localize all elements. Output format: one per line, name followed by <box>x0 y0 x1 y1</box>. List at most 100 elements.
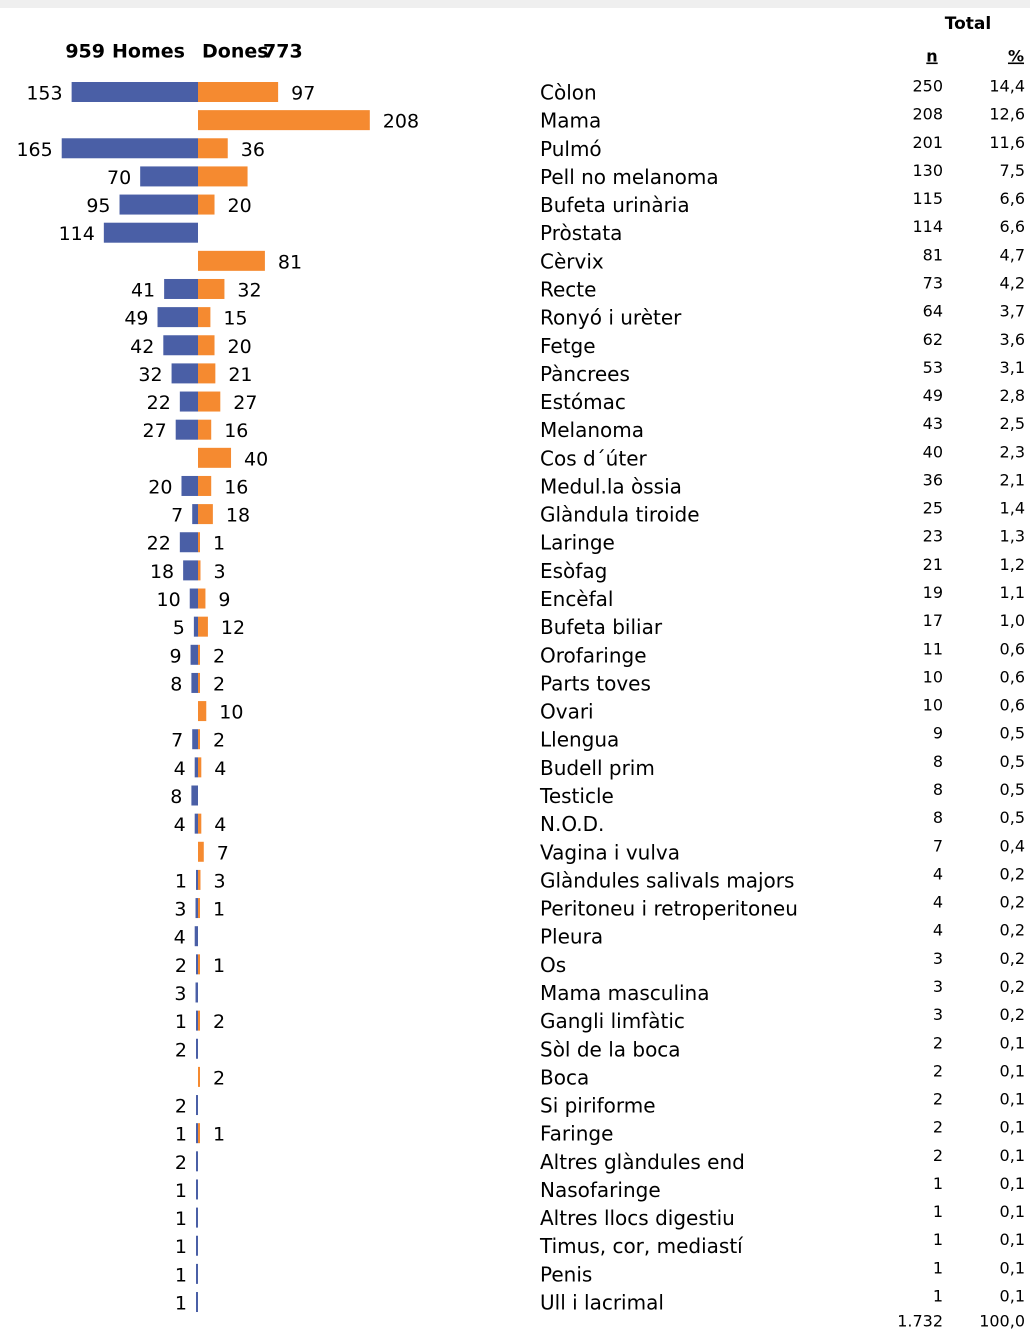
category-label: Melanoma <box>540 418 644 442</box>
value-label: 27 <box>233 392 257 414</box>
value-label: 1 <box>175 1208 187 1230</box>
table-n: 1 <box>933 1202 943 1221</box>
women-bar <box>198 532 200 553</box>
table-pct: 0,5 <box>1000 808 1025 827</box>
women-bar <box>198 869 201 890</box>
category-label: Faringe <box>540 1122 613 1146</box>
table-pct: 0,1 <box>1000 1258 1025 1277</box>
men-bar <box>179 532 198 553</box>
value-label: 4 <box>174 927 186 949</box>
value-label: 1 <box>175 1264 187 1286</box>
table-n: 40 <box>923 442 943 461</box>
table-n: 1 <box>933 1258 943 1277</box>
table-pct: 0,5 <box>1000 780 1025 799</box>
men-bar <box>196 1095 198 1116</box>
category-label: Nasofaringe <box>540 1178 661 1202</box>
table-pct: 3,6 <box>1000 330 1025 349</box>
value-label: 3 <box>213 870 225 892</box>
category-label: Recte <box>540 277 596 301</box>
women-bar <box>198 110 370 131</box>
table-pct: 0,1 <box>1000 1202 1025 1221</box>
table-pct: 2,3 <box>1000 442 1025 461</box>
value-label: 165 <box>16 139 52 161</box>
table-pct: 3,1 <box>1000 358 1025 377</box>
men-bar <box>183 560 198 581</box>
women-bar <box>198 616 208 637</box>
value-label: 21 <box>228 364 252 386</box>
men-bar <box>196 1179 198 1200</box>
table-pct: 1,4 <box>1000 499 1025 518</box>
women-total: 773 <box>263 41 303 63</box>
table-n: 1 <box>933 1230 943 1249</box>
value-label: 20 <box>228 336 252 358</box>
table-pct: 0,1 <box>1000 1033 1025 1052</box>
table-pct: 6,6 <box>1000 217 1025 236</box>
table-pct: 0,1 <box>1000 1118 1025 1137</box>
table-pct: 0,1 <box>1000 1174 1025 1193</box>
table-total-n: 1.732 <box>897 1312 943 1331</box>
value-label: 27 <box>143 420 167 442</box>
men-bar <box>196 869 198 890</box>
table-pct: 0,1 <box>1000 1146 1025 1165</box>
value-label: 97 <box>291 83 315 105</box>
table-n: 21 <box>923 555 943 574</box>
men-bar <box>196 1263 198 1284</box>
men-bar <box>196 1235 198 1256</box>
men-bar <box>194 813 198 834</box>
women-bar <box>198 363 216 384</box>
table-n: 23 <box>923 527 943 546</box>
table-n: 4 <box>933 921 943 940</box>
value-label: 9 <box>169 645 181 667</box>
table-pct: 0,2 <box>1000 864 1025 883</box>
women-bar <box>198 307 211 328</box>
value-label: 16 <box>224 420 248 442</box>
table-pct: 2,5 <box>1000 414 1025 433</box>
value-label: 4 <box>214 814 226 836</box>
men-bar <box>189 588 198 609</box>
table-pct: 1,2 <box>1000 555 1025 574</box>
value-label: 2 <box>213 1067 225 1089</box>
category-label: Ronyó i urèter <box>540 306 682 330</box>
men-bar <box>196 1292 198 1313</box>
category-label: N.O.D. <box>540 812 604 836</box>
category-label: Si piriforme <box>540 1094 656 1118</box>
table-pct: 0,2 <box>1000 893 1025 912</box>
table-pct: 6,6 <box>1000 189 1025 208</box>
category-label: Penis <box>540 1262 592 1286</box>
women-bar <box>198 419 212 440</box>
value-label: 1 <box>175 1011 187 1033</box>
women-bar <box>198 1123 200 1144</box>
women-bar <box>198 250 265 271</box>
table-n: 10 <box>923 696 943 715</box>
value-label: 32 <box>237 279 261 301</box>
men-bar <box>191 672 198 693</box>
value-label: 10 <box>157 589 181 611</box>
value-label: 12 <box>221 617 245 639</box>
value-label: 2 <box>175 1096 187 1118</box>
men-bar <box>61 138 199 159</box>
men-bar <box>192 504 198 525</box>
table-n: 43 <box>923 414 943 433</box>
men-bar <box>196 1038 198 1059</box>
table-pct: 0,1 <box>1000 1287 1025 1306</box>
table-pct: 0,4 <box>1000 836 1025 855</box>
value-label: 2 <box>213 1011 225 1033</box>
table-n: 64 <box>923 302 943 321</box>
value-label: 1 <box>213 955 225 977</box>
table-total-pct: 100,0 <box>979 1312 1025 1331</box>
men-bar <box>157 307 198 328</box>
table-n: 3 <box>933 977 943 996</box>
value-label: 2 <box>213 730 225 752</box>
table-n: 250 <box>912 77 943 96</box>
value-label: 8 <box>170 786 182 808</box>
category-label: Pròstata <box>540 221 622 245</box>
table-pct: 0,6 <box>1000 639 1025 658</box>
table-pct: 0,5 <box>1000 752 1025 771</box>
category-label: Glàndules salivals majors <box>540 868 794 892</box>
women-bar <box>198 194 215 215</box>
category-label: Testicle <box>539 784 614 808</box>
women-bar <box>198 898 200 919</box>
table-n: 53 <box>923 358 943 377</box>
table-n: 4 <box>933 893 943 912</box>
value-label: 1 <box>175 1124 187 1146</box>
